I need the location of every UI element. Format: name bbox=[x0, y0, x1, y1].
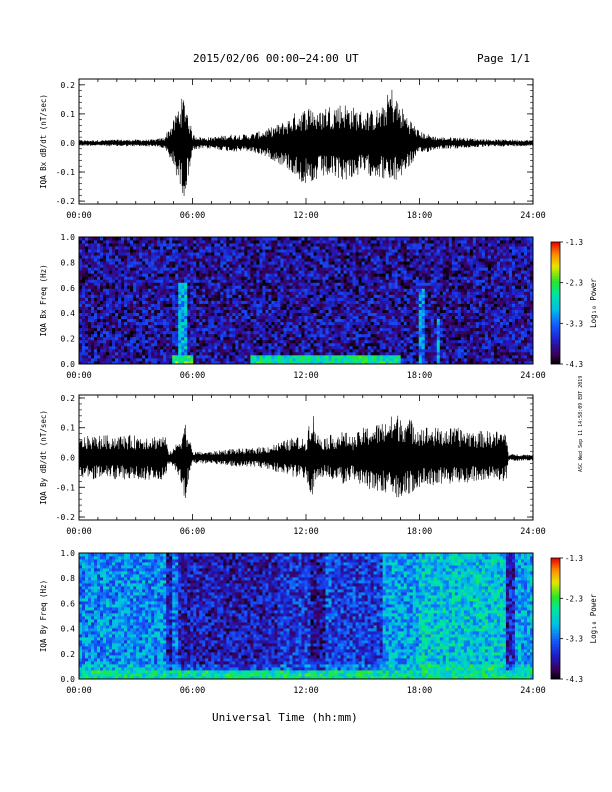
x-tick-label: 24:00 bbox=[520, 211, 546, 221]
x-tick-label: 18:00 bbox=[407, 527, 433, 537]
y-tick-label: 0.2 bbox=[61, 394, 76, 403]
colorbar-label: Log₁₀ Power bbox=[589, 278, 598, 328]
y-tick-label: 0.1 bbox=[61, 424, 76, 433]
y-tick-label: 0.0 bbox=[61, 454, 76, 463]
y-tick-label: 0.6 bbox=[61, 284, 76, 293]
y-tick-label: 0.0 bbox=[61, 139, 76, 148]
y-tick-label: -0.1 bbox=[56, 483, 75, 492]
panel-4-spectrogram bbox=[79, 553, 534, 680]
y-tick-label: -0.1 bbox=[56, 168, 75, 177]
y-axis-label: IQA Bx dB/dt (nT/sec) bbox=[39, 94, 48, 189]
colorbar-frame bbox=[550, 241, 561, 365]
x-tick-label: 12:00 bbox=[293, 686, 319, 696]
y-tick-label: 0.8 bbox=[61, 574, 76, 583]
y-tick-label: 0.2 bbox=[61, 81, 76, 90]
y-tick-label: 0.0 bbox=[61, 675, 76, 684]
panel-4-colorbar bbox=[550, 557, 563, 680]
x-tick-label: 24:00 bbox=[520, 527, 546, 537]
y-tick-label: 0.0 bbox=[61, 360, 76, 369]
y-tick-label: 0.4 bbox=[61, 625, 76, 634]
colorbar-tick-label: -2.3 bbox=[565, 279, 583, 288]
panel-3-series-line bbox=[78, 415, 534, 499]
y-tick-label: 0.2 bbox=[61, 650, 76, 659]
y-tick-label: 0.1 bbox=[61, 110, 76, 119]
panel-4-frame-top bbox=[78, 552, 534, 680]
colorbar-frame bbox=[550, 557, 561, 680]
x-tick-label: 12:00 bbox=[293, 527, 319, 537]
page-number: Page 1/1 bbox=[477, 52, 530, 65]
x-tick-label: 06:00 bbox=[180, 527, 206, 537]
plot-title: 2015/02/06 00:00−24:00 UT bbox=[193, 52, 359, 65]
x-tick-label: 18:00 bbox=[407, 686, 433, 696]
colorbar-tick-label: -4.3 bbox=[565, 360, 583, 369]
colorbar-tick-label: -1.3 bbox=[565, 238, 583, 247]
y-tick-label: 0.2 bbox=[61, 335, 76, 344]
colorbar-label: Log₁₀ Power bbox=[589, 593, 598, 643]
x-tick-label: 06:00 bbox=[180, 371, 206, 381]
y-tick-label: 1.0 bbox=[61, 549, 76, 558]
x-tick-label: 18:00 bbox=[407, 371, 433, 381]
colorbar-tick-label: -1.3 bbox=[565, 554, 583, 563]
y-axis-label: IQA Bx Freq (Hz) bbox=[39, 264, 48, 336]
y-tick-label: 0.6 bbox=[61, 599, 76, 608]
panel-2-spectrogram bbox=[79, 237, 534, 365]
x-tick-label: 18:00 bbox=[407, 211, 433, 221]
x-tick-label: 00:00 bbox=[66, 371, 92, 381]
colorbar-tick-label: -2.3 bbox=[565, 594, 583, 603]
generation-timestamp: ASC Wed Sep 11 14:58:09 EDT 2019 bbox=[578, 375, 584, 472]
x-axis-title: Universal Time (hh:mm) bbox=[212, 711, 358, 724]
panel-1-series-line bbox=[78, 89, 534, 196]
colorbar-tick-label: -3.3 bbox=[565, 319, 583, 328]
x-tick-label: 12:00 bbox=[293, 211, 319, 221]
x-tick-label: 00:00 bbox=[66, 211, 92, 221]
colorbar-tick-label: -3.3 bbox=[565, 635, 583, 644]
y-tick-label: -0.2 bbox=[56, 513, 75, 522]
x-tick-label: 00:00 bbox=[66, 527, 92, 537]
y-tick-label: 0.8 bbox=[61, 258, 76, 267]
x-tick-label: 12:00 bbox=[293, 371, 319, 381]
y-axis-label: IQA By dB/dt (nT/sec) bbox=[39, 410, 48, 505]
y-tick-label: 1.0 bbox=[61, 233, 76, 242]
panel-2-frame-top bbox=[78, 236, 534, 365]
x-tick-label: 24:00 bbox=[520, 686, 546, 696]
y-tick-label: -0.2 bbox=[56, 197, 75, 206]
x-tick-label: 06:00 bbox=[180, 686, 206, 696]
y-tick-label: 0.4 bbox=[61, 309, 76, 318]
x-tick-label: 24:00 bbox=[520, 371, 546, 381]
y-axis-label: IQA By Freq (Hz) bbox=[39, 580, 48, 652]
panel-2-colorbar bbox=[550, 241, 563, 365]
colorbar-tick-label: -4.3 bbox=[565, 675, 583, 684]
x-tick-label: 06:00 bbox=[180, 211, 206, 221]
x-tick-label: 00:00 bbox=[66, 686, 92, 696]
